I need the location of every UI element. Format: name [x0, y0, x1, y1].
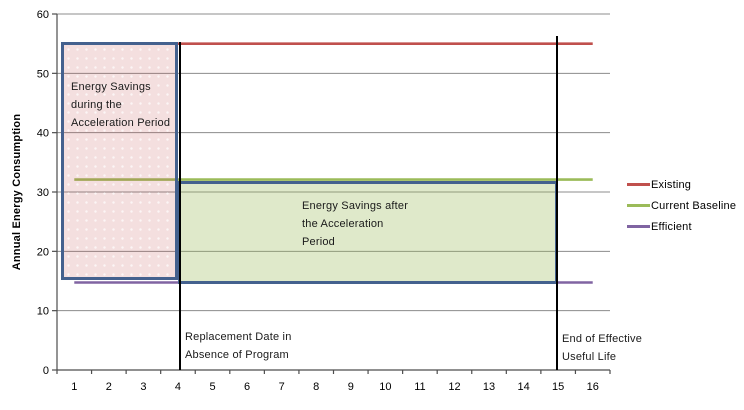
y-tick-label: 10 [37, 306, 49, 318]
legend-label: Efficient [651, 220, 692, 233]
x-tick-label: 13 [483, 381, 495, 393]
legend-item-efficient: Efficient [627, 220, 736, 233]
existing-line-swatch [627, 183, 650, 186]
replacement-date-label: Replacement Date in Absence of Program [185, 331, 292, 361]
y-tick-label: 60 [37, 9, 49, 21]
post-acceleration-savings-region [178, 181, 558, 284]
acceleration-savings-region [61, 42, 178, 280]
acceleration-region-label: Energy Savings during the Acceleration P… [71, 81, 171, 129]
x-tick-label: 14 [517, 381, 529, 393]
x-tick-label: 1 [71, 381, 77, 393]
x-tick-label: 15 [552, 381, 564, 393]
legend-label: Current Baseline [651, 199, 737, 212]
x-tick-label: 12 [448, 381, 460, 393]
post-acceleration-region-label: Energy Savings after the Acceleration Pe… [302, 200, 409, 248]
y-tick-label: 20 [37, 246, 49, 258]
y-tick-label: 30 [37, 187, 49, 199]
end-of-useful-life-vline [556, 35, 558, 370]
y-tick-label: 0 [43, 365, 49, 377]
legend-item-existing: Existing [627, 178, 736, 191]
legend-label: Existing [651, 178, 692, 191]
x-tick-label: 11 [414, 381, 425, 393]
x-tick-label: 8 [313, 381, 319, 393]
y-tick-label: 50 [37, 68, 49, 80]
y-axis-title: Annual Energy Consumption [11, 113, 23, 271]
x-tick-label: 9 [348, 381, 354, 393]
legend: Existing Current Baseline Efficient [627, 178, 736, 241]
current-baseline-line-swatch [627, 204, 650, 207]
x-tick-label: 7 [279, 381, 285, 393]
x-tick-label: 10 [379, 381, 391, 393]
x-tick-label: 5 [209, 381, 215, 393]
end-of-useful-life-label: End of Effective Useful Life [562, 333, 643, 363]
legend-item-current-baseline: Current Baseline [627, 199, 736, 212]
x-tick-label: 4 [175, 381, 181, 393]
efficient-line-swatch [627, 225, 650, 228]
y-tick-label: 40 [37, 128, 49, 140]
x-tick-label: 16 [587, 381, 599, 393]
x-tick-label: 3 [140, 381, 146, 393]
replacement-date-vline [178, 41, 181, 370]
x-tick-label: 2 [106, 381, 112, 393]
x-tick-label: 6 [244, 381, 250, 393]
